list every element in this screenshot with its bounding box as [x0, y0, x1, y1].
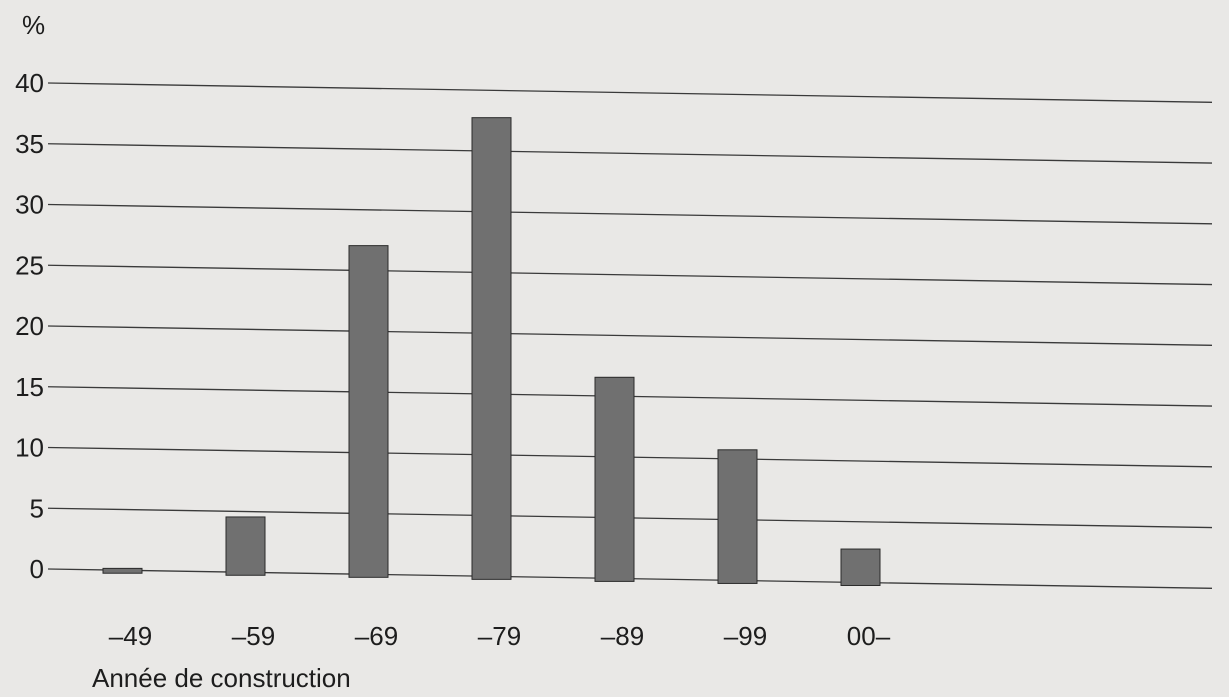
gridline-20	[47, 325, 1213, 346]
y-tick-labels: 0 5 10 15 20 25 30 35 40	[15, 68, 44, 584]
y-axis-label: %	[22, 10, 45, 40]
x-axis-label: Année de construction	[92, 663, 351, 693]
bar-–79	[471, 117, 512, 580]
y-tick-label: 10	[15, 433, 44, 463]
bar-–99	[717, 449, 758, 584]
gridlines	[47, 82, 1213, 589]
x-tick-label: –89	[601, 621, 644, 651]
bar-–49	[102, 567, 143, 574]
bar-–89	[594, 376, 635, 582]
x-tick-label: –69	[355, 621, 398, 651]
bar-–69	[348, 245, 389, 578]
gridline-30	[47, 203, 1213, 225]
y-tick-label: 0	[30, 554, 44, 584]
bar-00–	[840, 548, 881, 586]
bars	[102, 117, 881, 586]
x-tick-label: –79	[478, 621, 521, 651]
y-tick-label: 20	[15, 311, 44, 341]
y-tick-label: 30	[15, 190, 44, 220]
gridline-25	[47, 264, 1213, 286]
y-tick-label: 5	[30, 493, 44, 523]
y-tick-label: 25	[15, 250, 44, 280]
bar-–59	[225, 516, 266, 576]
x-tick-label: 00–	[847, 621, 891, 651]
y-tick-label: 15	[15, 372, 44, 402]
x-tick-labels: –49 –59 –69 –79 –89 –99 00–	[109, 621, 891, 651]
x-tick-label: –59	[232, 621, 275, 651]
y-tick-label: 35	[15, 129, 44, 159]
y-tick-label: 40	[15, 68, 44, 98]
x-tick-label: –49	[109, 621, 152, 651]
x-tick-label: –99	[724, 621, 767, 651]
gridline-35	[47, 143, 1213, 164]
gridline-40	[47, 82, 1213, 103]
